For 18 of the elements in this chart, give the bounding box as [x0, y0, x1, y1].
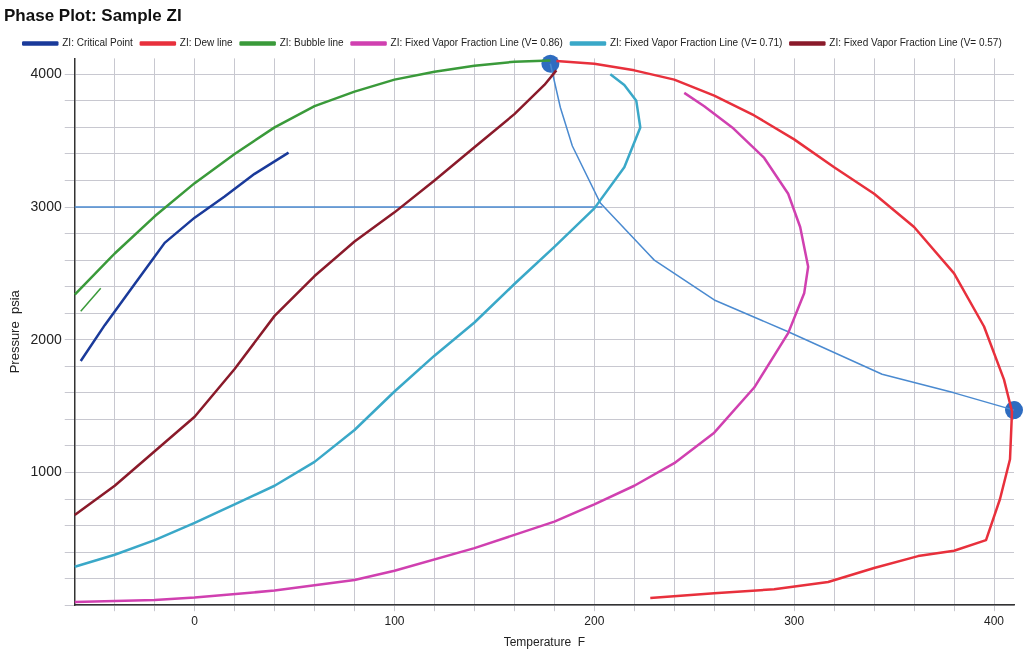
y-tick-label: 1000	[30, 463, 62, 480]
legend-label: ZI: Critical Point	[62, 37, 134, 49]
x-tick-label: 0	[191, 613, 199, 628]
legend-label: ZI: Dew line	[179, 37, 234, 49]
x-tick-label: 200	[584, 613, 605, 628]
x-axis-title: Temperature F	[503, 635, 586, 650]
y-tick-label: 2000	[30, 330, 62, 347]
y-axis-title: Pressure psia	[7, 289, 23, 374]
legend-label: ZI: Bubble line	[279, 37, 344, 49]
x-tick-label: 400	[984, 613, 1005, 628]
x-tick-label: 300	[784, 613, 805, 628]
y-tick-label: 3000	[30, 197, 62, 214]
legend-label: ZI: Fixed Vapor Fraction Line (V= 0.57)	[829, 37, 1002, 49]
x-tick-label: 100	[384, 613, 405, 628]
y-tick-label: 4000	[30, 65, 62, 82]
legend-label: ZI: Fixed Vapor Fraction Line (V= 0.71)	[609, 37, 783, 49]
chart-title: Phase Plot: Sample ZI	[4, 5, 182, 25]
legend-label: ZI: Fixed Vapor Fraction Line (V= 0.86)	[390, 37, 563, 49]
